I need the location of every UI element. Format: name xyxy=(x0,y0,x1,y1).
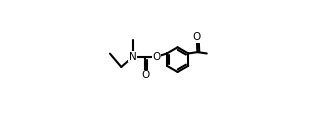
Text: N: N xyxy=(129,52,137,62)
Text: O: O xyxy=(141,70,150,80)
Text: O: O xyxy=(152,52,160,62)
Text: O: O xyxy=(193,32,201,42)
